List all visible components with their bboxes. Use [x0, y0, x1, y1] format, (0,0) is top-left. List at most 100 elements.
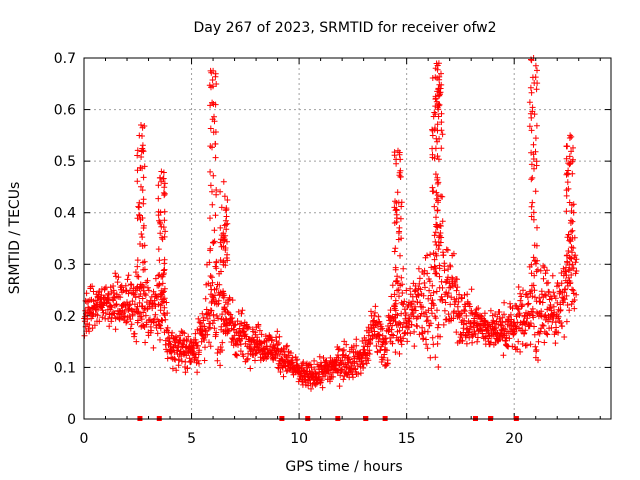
- data-point: [569, 249, 575, 256]
- data-point: [206, 339, 212, 346]
- data-point: [430, 289, 437, 296]
- data-point: [355, 371, 362, 378]
- data-point: [200, 314, 207, 321]
- data-point: [161, 184, 168, 191]
- data-point: [518, 293, 525, 300]
- data-point: [568, 202, 575, 209]
- data-point: [136, 199, 143, 206]
- x-tick-label: 15: [398, 431, 416, 447]
- data-point: [360, 361, 367, 368]
- data-point: [544, 267, 550, 274]
- data-point: [84, 316, 91, 323]
- data-point: [207, 125, 214, 132]
- data-point: [159, 317, 166, 324]
- data-point: [431, 203, 438, 210]
- data-point: [450, 250, 457, 257]
- data-point: [568, 217, 574, 224]
- data-point: [224, 257, 231, 264]
- data-point: [416, 280, 423, 287]
- data-point: [441, 307, 448, 314]
- data-point: [529, 104, 536, 111]
- data-point: [402, 312, 409, 319]
- data-point: [127, 325, 134, 332]
- data-point: [140, 259, 146, 266]
- data-point: [475, 305, 482, 312]
- data-point: [157, 325, 164, 332]
- data-point: [138, 183, 144, 190]
- data-point: [430, 302, 437, 309]
- data-point: [96, 318, 103, 325]
- data-point: [433, 252, 440, 259]
- data-point: [434, 324, 441, 331]
- data-point: [573, 268, 580, 274]
- data-point: [220, 243, 227, 250]
- data-point: [204, 331, 211, 338]
- data-point: [432, 111, 439, 118]
- data-point: [319, 384, 326, 391]
- data-point: [455, 298, 462, 305]
- data-point: [571, 305, 578, 312]
- data-point: [86, 328, 93, 335]
- data-point: [212, 70, 219, 77]
- data-point: [534, 67, 540, 74]
- data-point: [213, 187, 220, 193]
- data-point: [375, 331, 381, 338]
- data-point: [399, 290, 406, 296]
- data-point: [444, 247, 451, 254]
- data-point: [529, 293, 536, 300]
- data-point: [434, 121, 441, 128]
- data-point: [258, 331, 265, 338]
- data-point: [458, 310, 465, 317]
- data-point: [156, 257, 163, 264]
- data-point: [517, 290, 524, 297]
- data-point: [528, 89, 535, 96]
- data-point: [413, 322, 420, 329]
- data-point: [423, 341, 430, 348]
- data-point: [86, 321, 93, 328]
- data-point: [396, 224, 403, 231]
- data-point: [524, 301, 531, 308]
- data-point: [159, 300, 165, 306]
- data-point: [192, 330, 199, 337]
- data-point: [515, 306, 522, 313]
- data-point: [379, 332, 386, 339]
- data-point: [434, 176, 441, 183]
- data-point: [453, 295, 460, 302]
- data-point: [209, 279, 216, 286]
- data-point: [387, 307, 394, 314]
- data-point: [500, 352, 507, 359]
- data-point: [213, 265, 220, 272]
- data-point: [131, 333, 138, 340]
- data-point: [363, 337, 369, 344]
- data-point: [94, 312, 101, 319]
- data-point: [563, 292, 570, 299]
- data-point: [201, 323, 208, 330]
- data-point: [410, 298, 416, 305]
- data-point: [222, 207, 229, 214]
- data-point: [395, 286, 402, 293]
- data-point: [194, 369, 201, 376]
- data-point: [209, 116, 216, 123]
- data-point: [91, 322, 98, 329]
- data-point: [210, 67, 217, 74]
- data-point: [400, 335, 407, 342]
- data-point: [207, 273, 214, 279]
- data-point: [398, 341, 405, 348]
- data-point: [434, 340, 441, 347]
- data-point: [161, 180, 168, 187]
- data-point: [128, 321, 135, 328]
- data-point: [530, 282, 537, 289]
- data-point: [566, 280, 573, 287]
- data-point: [397, 156, 404, 163]
- data-point: [525, 300, 532, 307]
- data-point: [511, 329, 518, 335]
- y-tick-label: 0.4: [54, 206, 76, 222]
- data-point: [160, 175, 167, 182]
- data-point: [432, 171, 439, 178]
- data-point: [569, 158, 576, 165]
- data-point: [569, 218, 576, 225]
- data-point: [152, 275, 159, 282]
- data-point: [391, 248, 398, 255]
- data-point: [201, 337, 208, 343]
- data-point: [199, 310, 206, 317]
